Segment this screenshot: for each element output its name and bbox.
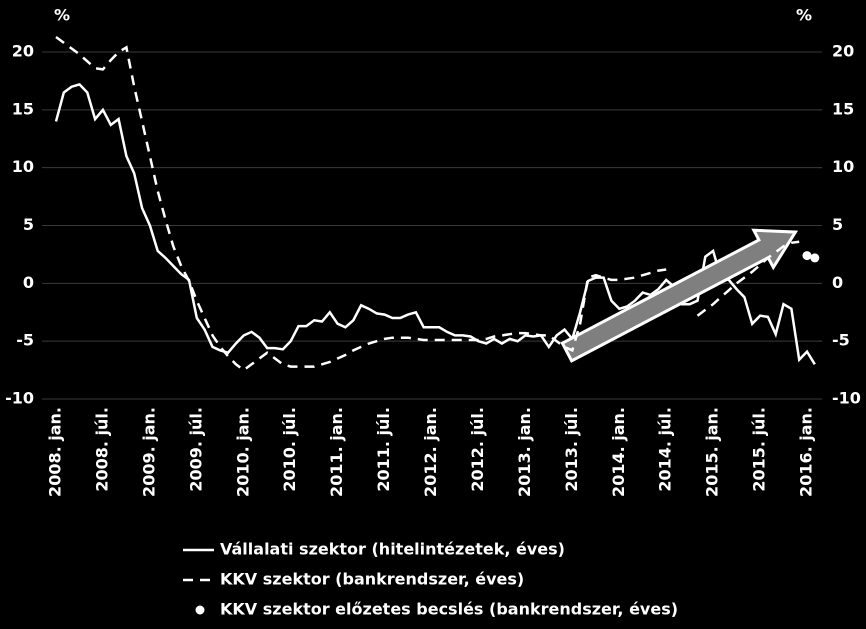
y2-tick-label: 0 bbox=[832, 273, 843, 292]
trend-arrow bbox=[560, 228, 799, 363]
y-tick-label: 10 bbox=[12, 157, 34, 176]
x-tick-label: 2012. jan. bbox=[421, 407, 440, 497]
x-tick-label: 2013. júl. bbox=[562, 407, 581, 492]
x-tick-label: 2011. júl. bbox=[374, 407, 393, 492]
x-tick-label: 2013. jan. bbox=[515, 407, 534, 497]
y-tick-label: -5 bbox=[16, 331, 34, 350]
x-tick-label: 2011. jan. bbox=[327, 407, 346, 497]
arrow-shape bbox=[560, 228, 799, 363]
series-line bbox=[55, 35, 800, 372]
x-tick-label: 2015. júl. bbox=[750, 407, 769, 492]
y2-tick-label: 15 bbox=[832, 99, 854, 118]
x-tick-label: 2008. júl. bbox=[92, 407, 111, 492]
x-tick-label: 2016. jan. bbox=[797, 407, 816, 497]
estimate-point bbox=[802, 251, 812, 261]
estimate-point bbox=[810, 253, 820, 263]
y2-axis-label: % bbox=[796, 6, 812, 25]
x-tick-label: 2012. júl. bbox=[468, 407, 487, 492]
y2-tick-label: -10 bbox=[832, 389, 861, 408]
x-tick-label: 2015. jan. bbox=[703, 407, 722, 497]
y2-tick-label: 5 bbox=[832, 215, 843, 234]
x-tick-label: 2014. júl. bbox=[656, 407, 675, 492]
legend-label: KKV szektor (bankrendszer, éves) bbox=[220, 570, 524, 589]
x-tick-label: 2009. júl. bbox=[186, 407, 205, 492]
y-tick-label: 5 bbox=[23, 215, 34, 234]
y-tick-label: -10 bbox=[5, 389, 34, 408]
y-axis-label: % bbox=[54, 6, 70, 25]
legend-symbol bbox=[195, 605, 205, 615]
y-tick-label: 15 bbox=[12, 99, 34, 118]
y-tick-label: 0 bbox=[23, 273, 34, 292]
y-tick-label: 20 bbox=[12, 42, 34, 61]
x-tick-label: 2010. júl. bbox=[280, 407, 299, 492]
y2-tick-label: 20 bbox=[832, 42, 854, 61]
x-tick-label: 2014. jan. bbox=[609, 407, 628, 497]
x-tick-label: 2008. jan. bbox=[46, 407, 65, 497]
series-line bbox=[54, 82, 816, 365]
y2-tick-label: 10 bbox=[832, 157, 854, 176]
legend-label: Vállalati szektor (hitelintézetek, éves) bbox=[220, 540, 565, 559]
x-tick-label: 2010. jan. bbox=[233, 407, 252, 497]
x-tick-label: 2009. jan. bbox=[139, 407, 158, 497]
legend-label: KKV szektor előzetes becslés (bankrendsz… bbox=[220, 600, 678, 619]
y2-tick-label: -5 bbox=[832, 331, 850, 350]
